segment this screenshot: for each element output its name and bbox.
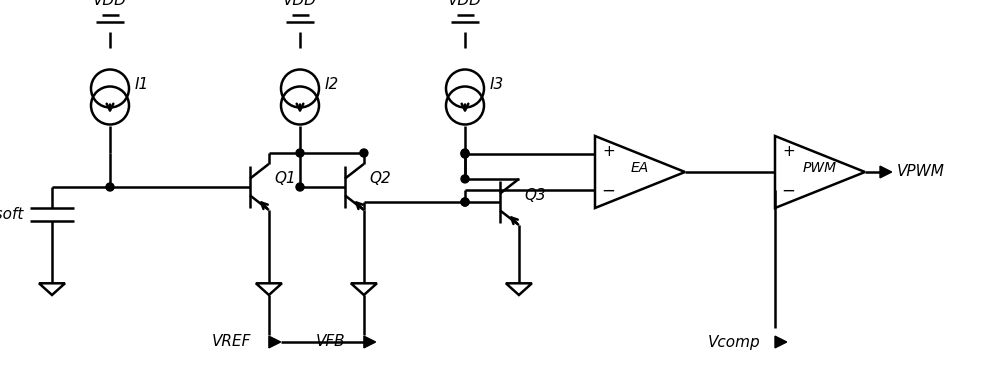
Text: VDD: VDD	[448, 0, 482, 8]
Circle shape	[461, 149, 469, 157]
Text: +: +	[782, 144, 795, 159]
Text: PWM: PWM	[803, 161, 837, 175]
Circle shape	[461, 198, 469, 206]
Text: VPWM: VPWM	[897, 164, 945, 179]
Polygon shape	[269, 336, 281, 348]
Polygon shape	[364, 336, 376, 348]
Circle shape	[296, 149, 304, 157]
Text: Vcomp: Vcomp	[707, 334, 760, 349]
Text: VDD: VDD	[283, 0, 317, 8]
Text: Q3: Q3	[524, 188, 546, 204]
Circle shape	[106, 183, 114, 191]
Circle shape	[461, 150, 469, 158]
Text: I3: I3	[490, 78, 504, 92]
Circle shape	[360, 149, 368, 157]
Circle shape	[461, 175, 469, 183]
Circle shape	[296, 183, 304, 191]
Text: I2: I2	[325, 78, 339, 92]
Text: VFB: VFB	[316, 334, 346, 349]
Text: +: +	[602, 144, 615, 159]
Text: VDD: VDD	[93, 0, 127, 8]
Circle shape	[461, 198, 469, 206]
Polygon shape	[775, 336, 787, 348]
Text: Csoft: Csoft	[0, 207, 24, 222]
Text: Q2: Q2	[369, 172, 391, 187]
Polygon shape	[880, 166, 892, 178]
Text: EA: EA	[631, 161, 649, 175]
Text: I1: I1	[135, 78, 149, 92]
Text: −: −	[601, 182, 615, 200]
Text: −: −	[781, 182, 795, 200]
Text: VREF: VREF	[212, 334, 251, 349]
Text: Q1: Q1	[274, 172, 296, 187]
